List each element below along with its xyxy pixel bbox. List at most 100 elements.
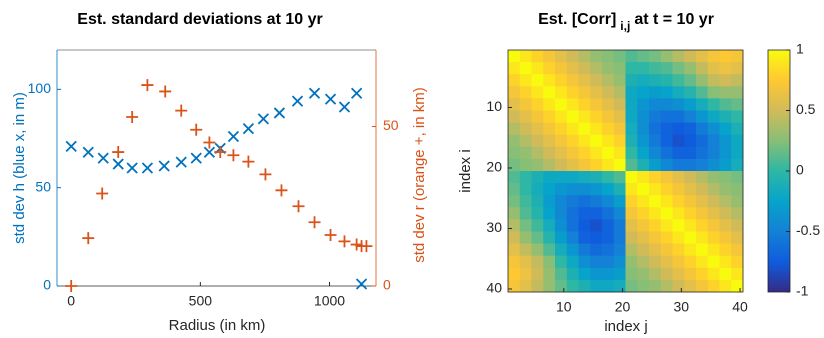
heat-cell: [543, 195, 556, 208]
heat-cell: [672, 146, 685, 160]
heat-cell: [566, 50, 579, 63]
heat-cell: [625, 158, 638, 172]
heat-cell: [707, 195, 720, 208]
heat-cell: [508, 98, 521, 111]
heat-cell: [707, 171, 720, 184]
heat-cell: [696, 195, 709, 208]
heat-cell: [625, 74, 638, 87]
heat-cell: [590, 231, 603, 244]
heat-cell: [707, 279, 720, 293]
heat-cell: [707, 62, 720, 75]
heat-cell: [555, 207, 568, 220]
heat-cell: [731, 207, 744, 220]
heat-cell: [649, 62, 662, 75]
heat-cell: [555, 195, 568, 208]
plot-frame: [507, 49, 744, 293]
heat-cell: [731, 255, 744, 269]
heat-cell: [672, 86, 685, 99]
x-tick-label: 1000: [314, 293, 345, 309]
heat-cell: [578, 86, 591, 99]
heat-cell: [649, 195, 662, 208]
heat-cell: [508, 183, 521, 196]
heat-cell: [684, 62, 697, 75]
heat-cell: [731, 158, 744, 172]
heat-cell: [590, 255, 603, 269]
heat-cell: [731, 86, 744, 99]
marker: [203, 136, 216, 149]
heat-cell: [731, 98, 744, 111]
heat-cell: [613, 50, 626, 63]
heat-cell: [531, 146, 544, 160]
heat-cell: [613, 110, 626, 123]
heat-cell: [684, 158, 697, 172]
marker: [242, 155, 255, 168]
y2-tick-label: 50: [383, 117, 399, 133]
heat-cell: [637, 110, 650, 123]
heat-cell: [602, 255, 615, 269]
heat-cell: [543, 171, 556, 184]
heat-cell: [707, 86, 720, 99]
heat-cell: [555, 183, 568, 196]
colorbar-tick-label: -1: [796, 283, 809, 299]
heat-cell: [684, 110, 697, 123]
marker: [65, 140, 77, 153]
heat-cell: [602, 183, 615, 196]
heat-cell: [731, 74, 744, 87]
heat-cell: [602, 195, 615, 208]
marker: [273, 107, 286, 119]
heat-cell: [660, 219, 673, 232]
heat-cell: [696, 183, 709, 196]
heat-cell: [590, 110, 603, 123]
heat-cell: [566, 231, 579, 244]
heat-cell: [684, 183, 697, 196]
heat-cell: [731, 231, 744, 244]
heat-cell: [566, 255, 579, 269]
heat-cell: [531, 98, 544, 111]
heat-cell: [519, 183, 532, 196]
heat-cell: [519, 255, 532, 269]
heat-cell: [637, 231, 650, 244]
heat-cell: [649, 50, 662, 63]
heat-cell: [719, 158, 732, 172]
heat-cell: [531, 255, 544, 269]
heat-cell: [660, 267, 673, 281]
heat-cell: [660, 50, 673, 63]
heat-cell: [696, 122, 709, 136]
heat-cell: [543, 74, 556, 87]
heat-cell: [531, 110, 544, 123]
heat-cell: [566, 243, 579, 257]
heat-cell: [590, 267, 603, 281]
marker: [65, 280, 78, 292]
marker: [158, 160, 170, 172]
heat-cell: [566, 62, 579, 75]
heat-cell: [613, 158, 626, 172]
heat-cell: [696, 74, 709, 87]
heat-cell: [519, 207, 532, 220]
heat-cell: [543, 122, 556, 136]
heat-cell: [519, 231, 532, 244]
marker: [227, 130, 240, 143]
heat-cell: [649, 86, 662, 99]
heat-cell: [555, 171, 568, 184]
heat-cell: [625, 146, 638, 160]
heat-cell: [731, 50, 744, 63]
heat-cell: [602, 231, 615, 244]
heat-cell: [613, 231, 626, 244]
heat-cell: [555, 110, 568, 123]
heat-cell: [719, 146, 732, 160]
heat-cell: [578, 98, 591, 111]
heat-cell: [508, 255, 521, 269]
heat-cell: [649, 207, 662, 220]
heat-cell: [731, 134, 744, 148]
heat-cell: [531, 207, 544, 220]
heat-cell: [719, 255, 732, 269]
heat-cell: [555, 86, 568, 99]
heat-cell: [566, 195, 579, 208]
heat-cell: [625, 50, 638, 63]
heat-cell: [649, 122, 662, 136]
heat-cell: [519, 74, 532, 87]
heat-cell: [625, 62, 638, 75]
heat-cell: [531, 134, 544, 148]
heat-cell: [660, 255, 673, 269]
heat-cell: [590, 146, 603, 160]
